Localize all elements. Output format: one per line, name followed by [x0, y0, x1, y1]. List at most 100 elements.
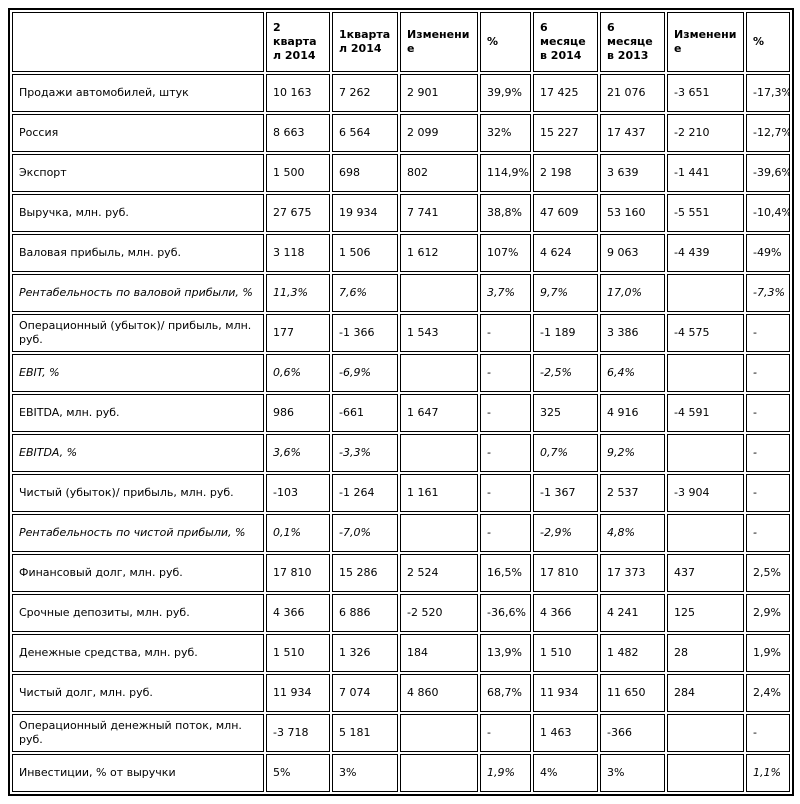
value-cell: -661: [332, 394, 398, 432]
value-cell: -: [746, 514, 790, 552]
value-cell: -103: [266, 474, 330, 512]
value-cell: -4 439: [667, 234, 744, 272]
table-row: Операционный (убыток)/ прибыль, млн. руб…: [12, 314, 790, 352]
value-cell: 38,8%: [480, 194, 531, 232]
value-cell: 3%: [332, 754, 398, 792]
value-cell: -1 366: [332, 314, 398, 352]
value-cell: -4 591: [667, 394, 744, 432]
value-cell: 2 099: [400, 114, 478, 152]
value-cell: 1 482: [600, 634, 665, 672]
value-cell: 4,8%: [600, 514, 665, 552]
value-cell: -: [746, 314, 790, 352]
value-cell: 2,9%: [746, 594, 790, 632]
value-cell: 0,6%: [266, 354, 330, 392]
value-cell: [400, 714, 478, 752]
table-row: Рентабельность по чистой прибыли, % 0,1% -…: [12, 514, 790, 552]
table-row: EBIT, % 0,6% -6,9% - -2,5% 6,4% -: [12, 354, 790, 392]
value-cell: -: [746, 474, 790, 512]
value-cell: [400, 514, 478, 552]
value-cell: -: [480, 474, 531, 512]
value-cell: 6,4%: [600, 354, 665, 392]
value-cell: 177: [266, 314, 330, 352]
value-cell: -39,6%: [746, 154, 790, 192]
value-cell: 4 366: [533, 594, 598, 632]
value-cell: [667, 714, 744, 752]
row-label: Чистый (убыток)/ прибыль, млн. руб.: [12, 474, 264, 512]
value-cell: -2,9%: [533, 514, 598, 552]
value-cell: 9,2%: [600, 434, 665, 472]
table-row: Валовая прибыль, млн. руб. 3 118 1 506 1 61…: [12, 234, 790, 272]
value-cell: 802: [400, 154, 478, 192]
value-cell: 1 612: [400, 234, 478, 272]
value-cell: -: [480, 354, 531, 392]
table-row: Чистый (убыток)/ прибыль, млн. руб. -103 -…: [12, 474, 790, 512]
value-cell: 1 463: [533, 714, 598, 752]
table-row: Выручка, млн. руб. 27 675 19 934 7 741 38,8%…: [12, 194, 790, 232]
value-cell: 4 241: [600, 594, 665, 632]
table-row: Инвестиции, % от выручки 5% 3% 1,9% 4% 3% 1,1%: [12, 754, 790, 792]
value-cell: 0,7%: [533, 434, 598, 472]
value-cell: 11 934: [533, 674, 598, 712]
value-cell: 17 810: [266, 554, 330, 592]
table-row: EBITDA, % 3,6% -3,3% -0,7% 9,2% -: [12, 434, 790, 472]
value-cell: -: [480, 394, 531, 432]
value-cell: 7 262: [332, 74, 398, 112]
value-cell: 4 916: [600, 394, 665, 432]
row-label: Операционный денежный поток, млн. руб.: [12, 714, 264, 752]
value-cell: 2,5%: [746, 554, 790, 592]
value-cell: 4 366: [266, 594, 330, 632]
value-cell: -366: [600, 714, 665, 752]
value-cell: -3,3%: [332, 434, 398, 472]
value-cell: [667, 354, 744, 392]
value-cell: 7 741: [400, 194, 478, 232]
value-cell: 1 326: [332, 634, 398, 672]
value-cell: 284: [667, 674, 744, 712]
value-cell: 68,7%: [480, 674, 531, 712]
value-cell: 2 537: [600, 474, 665, 512]
value-cell: 6 886: [332, 594, 398, 632]
value-cell: 698: [332, 154, 398, 192]
value-cell: 1 510: [533, 634, 598, 672]
value-cell: 17 810: [533, 554, 598, 592]
column-header: 1квартал 2014: [332, 12, 398, 72]
value-cell: -6,9%: [332, 354, 398, 392]
value-cell: 17 373: [600, 554, 665, 592]
value-cell: -4 575: [667, 314, 744, 352]
row-label: EBITDA, млн. руб.: [12, 394, 264, 432]
row-label: Денежные средства, млн. руб.: [12, 634, 264, 672]
value-cell: -3 651: [667, 74, 744, 112]
column-header: %: [480, 12, 531, 72]
value-cell: 28: [667, 634, 744, 672]
value-cell: -: [746, 394, 790, 432]
value-cell: 184: [400, 634, 478, 672]
value-cell: -7,3%: [746, 274, 790, 312]
value-cell: -2,5%: [533, 354, 598, 392]
value-cell: 8 663: [266, 114, 330, 152]
row-label: Россия: [12, 114, 264, 152]
row-label: Инвестиции, % от выручки: [12, 754, 264, 792]
value-cell: -7,0%: [332, 514, 398, 552]
value-cell: -1 367: [533, 474, 598, 512]
table-row: Продажи автомобилей, штук 10 163 7 262 2 90…: [12, 74, 790, 112]
value-cell: [667, 434, 744, 472]
row-label: Экспорт: [12, 154, 264, 192]
value-cell: 7 074: [332, 674, 398, 712]
value-cell: 39,9%: [480, 74, 531, 112]
table-row: Рентабельность по валовой прибыли, % 11,3…: [12, 274, 790, 312]
table-row: Чистый долг, млн. руб. 11 934 7 074 4 860 68…: [12, 674, 790, 712]
value-cell: 5%: [266, 754, 330, 792]
value-cell: 1 500: [266, 154, 330, 192]
value-cell: -10,4%: [746, 194, 790, 232]
value-cell: 325: [533, 394, 598, 432]
value-cell: 19 934: [332, 194, 398, 232]
row-label: EBIT, %: [12, 354, 264, 392]
value-cell: 114,9%: [480, 154, 531, 192]
table-row: Денежные средства, млн. руб. 1 510 1 326 18…: [12, 634, 790, 672]
value-cell: 13,9%: [480, 634, 531, 672]
value-cell: -: [480, 434, 531, 472]
row-label: Чистый долг, млн. руб.: [12, 674, 264, 712]
table-row: Срочные депозиты, млн. руб. 4 366 6 886 -2 …: [12, 594, 790, 632]
value-cell: -17,3%: [746, 74, 790, 112]
table-row: Финансовый долг, млн. руб. 17 810 15 286 2 …: [12, 554, 790, 592]
value-cell: [400, 754, 478, 792]
